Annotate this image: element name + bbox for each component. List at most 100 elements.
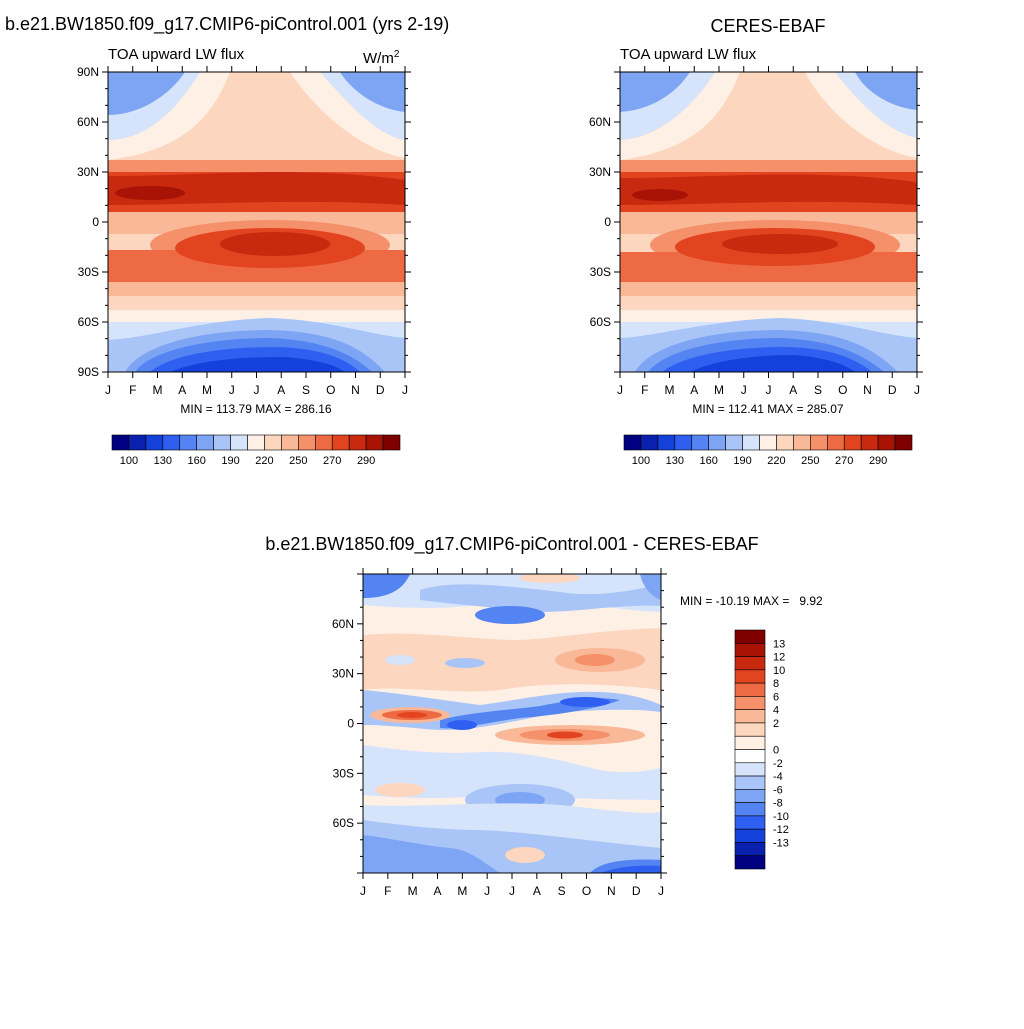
colorbar-label: 8 [773,678,779,690]
x-tick-label: M [665,383,675,397]
colorbar-swatch [810,434,828,451]
colorbar-label: 190 [221,455,239,467]
diff-eq-red-east3 [547,731,583,739]
colorbar-swatch [793,434,811,451]
x-tick-label: J [254,383,260,397]
colorbar-label: -13 [773,837,789,849]
colorbar-swatch [691,434,710,451]
model-band-mid-nh-east [290,72,405,158]
x-tick-label: O [838,383,847,397]
x-tick-label: O [326,383,335,397]
y-tick-label: 60S [333,816,354,830]
diff-eq-red-west3 [397,712,427,718]
diff-nh-warm1 [363,628,661,692]
diff-sh-orange [375,783,425,797]
colorbar-swatch [843,434,862,451]
diff-nh-blue-spot [445,658,485,668]
x-tick-label: J [658,884,664,898]
colorbar-swatch [382,434,401,451]
colorbar-label: 100 [632,455,650,467]
y-tick-label: 90S [78,365,99,379]
colorbar-label: 0 [773,745,779,757]
model-min-max: MIN = 113.79 MAX = 286.16 [180,402,332,416]
obs-max-nh [632,189,688,201]
units-base: W/m [363,50,394,67]
x-tick-label: A [178,383,186,397]
colorbar-label: -10 [773,811,789,823]
colorbar-swatch [734,656,766,671]
colorbar-label: 4 [773,705,779,717]
obs-band-s-cold6 [690,355,855,372]
diff-y-axis: 60N 30N 0 30S 60S [332,573,667,874]
diff-heatmap [363,574,661,873]
obs-band-nh-cold-west [620,72,690,112]
colorbar-swatch [348,434,367,451]
diff-nh-blue-spot2 [385,655,415,665]
colorbar-label: 290 [869,455,887,467]
colorbar-swatch [742,434,760,451]
colorbar-swatch [734,682,766,697]
colorbar-swatch [111,434,130,451]
x-tick-label: M [457,884,467,898]
obs-title: CERES-EBAF [710,16,825,36]
colorbar-swatch [230,434,248,451]
colorbar-label: 160 [700,455,718,467]
colorbar-swatch [734,815,766,830]
model-heatmap [108,72,405,372]
x-tick-label: M [714,383,724,397]
colorbar-swatch [674,434,693,451]
x-tick-label: M [408,884,418,898]
colorbar-swatch [734,735,766,750]
colorbar-swatch [281,434,299,451]
y-tick-label: 0 [347,717,354,731]
diff-min-max: MIN = -10.19 MAX = 9.92 [680,594,823,608]
x-tick-label: D [888,383,897,397]
x-tick-label: A [789,383,797,397]
colorbar-swatch [314,434,333,451]
x-tick-label: A [690,383,698,397]
x-tick-label: J [105,383,111,397]
model-units: W/m2 [363,49,400,67]
colorbar-swatch [734,855,766,870]
y-tick-label: 30S [78,265,99,279]
obs-band-subtropic-n1 [620,160,917,172]
obs-y-axis: 60N 30N 0 30S 60S [589,71,923,373]
colorbar-swatch [213,434,231,451]
x-tick-label: S [814,383,822,397]
model-y-axis: 90N 60N 30N 0 30S 60S 90S [77,65,411,379]
colorbar-swatch [247,434,265,451]
x-tick-label: J [914,383,920,397]
y-tick-label: 60S [590,315,611,329]
colorbar-label: 190 [733,455,751,467]
diff-sh-blue1 [363,745,661,800]
model-band-nh-cold-west [108,72,185,115]
obs-min-max: MIN = 112.41 MAX = 285.07 [692,402,844,416]
colorbar-swatch [179,434,198,451]
model-band-s-mid2 [108,296,405,310]
obs-band-subtropic-s3 [722,234,838,254]
x-tick-label: A [277,383,285,397]
colorbar-swatch [759,434,777,451]
x-tick-label: J [229,383,235,397]
colorbar-swatch [734,722,766,737]
obs-band-nh-light [620,72,715,140]
obs-band-s-mid3 [620,310,917,322]
x-tick-label: A [433,884,441,898]
colorbar-swatch [734,828,766,843]
colorbar-label: 13 [773,638,785,650]
colorbar-swatch [877,434,896,451]
x-tick-label: J [509,884,515,898]
colorbar-label: 6 [773,691,779,703]
colorbar-swatch [640,434,659,451]
diff-polar-orange [505,847,545,863]
x-tick-label: N [607,884,616,898]
model-colorbar: 100 130 160 190 220 250 270 290 [111,434,401,467]
obs-colorbar: 100 130 160 190 220 250 270 290 [623,434,913,467]
y-tick-label: 90N [77,65,99,79]
colorbar-label: -2 [773,758,783,770]
model-band-s-cold6 [170,357,345,372]
colorbar-swatch [734,749,766,764]
colorbar-swatch [734,775,766,790]
